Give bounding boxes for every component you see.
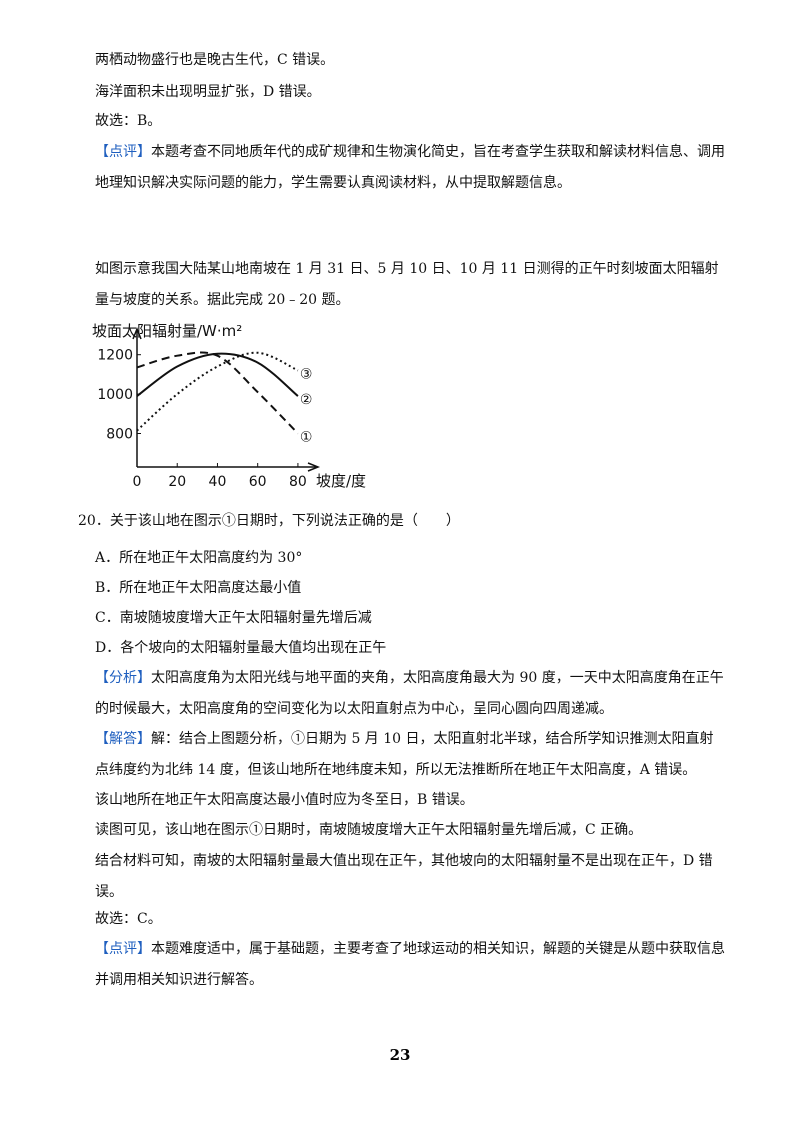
page-number: 23: [389, 1046, 411, 1064]
series-line: [136, 351, 299, 435]
tag: 【解答】: [95, 731, 151, 747]
x-tick-label: 80: [289, 474, 307, 490]
arrow: [132, 326, 142, 340]
text: C．南坡随坡度增大正午太阳辐射量先增后减: [95, 610, 372, 626]
text: D．各个坡向的太阳辐射量最大值均出现在正午: [95, 640, 387, 656]
paragraph: 故选：B。: [95, 106, 725, 137]
x-axis-label: 坡度/度: [316, 472, 366, 490]
paragraph: 故选：C。: [95, 904, 725, 935]
y-tick-label: 800: [106, 427, 133, 443]
paragraph: 【分析】太阳高度角为太阳光线与地平面的夹角，太阳高度角最大为 90 度，一天中太…: [95, 663, 725, 725]
paragraph: 该山地所在地正午太阳高度达最小值时应为冬至日，B 错误。: [95, 785, 725, 816]
series-line: [136, 352, 299, 397]
series-label: ①: [300, 430, 313, 446]
arrow: [307, 462, 321, 472]
y-tick-label: 1200: [97, 348, 133, 364]
paragraph: B．所在地正午太阳高度达最小值: [95, 573, 725, 604]
x-tick-label: 20: [168, 474, 186, 490]
text: 如图示意我国大陆某山地南坡在 1 月 31 日、5 月 10 日、10 月 11…: [95, 261, 719, 308]
text: 20．关于该山地在图示①日期时，下列说法正确的是（ ）: [78, 513, 460, 529]
tag: 【点评】: [95, 144, 151, 160]
text: 两栖动物盛行也是晚古生代，C 错误。: [95, 52, 335, 68]
y-axis-label: 坡面太阳辐射量/W·m²: [92, 322, 242, 340]
series-line: [136, 351, 299, 432]
series-label: ②: [300, 392, 313, 408]
paragraph: 海洋面积未出现明显扩张，D 错误。: [95, 77, 725, 108]
paragraph: C．南坡随坡度增大正午太阳辐射量先增后减: [95, 603, 725, 634]
series-label: ③: [300, 366, 313, 382]
x-tick-label: 60: [249, 474, 267, 490]
text: 海洋面积未出现明显扩张，D 错误。: [95, 84, 321, 100]
text: 读图可见，该山地在图示①日期时，南坡随坡度增大正午太阳辐射量先增后减，C 正确。: [95, 822, 643, 838]
text: 该山地所在地正午太阳高度达最小值时应为冬至日，B 错误。: [95, 792, 474, 808]
paragraph: A．所在地正午太阳高度约为 30°: [95, 543, 725, 574]
paragraph: 两栖动物盛行也是晚古生代，C 错误。: [95, 45, 725, 76]
tag: 【分析】: [95, 670, 151, 686]
x-tick-label: 0: [133, 474, 142, 490]
paragraph: 如图示意我国大陆某山地南坡在 1 月 31 日、5 月 10 日、10 月 11…: [95, 254, 725, 316]
text: 故选：C。: [95, 911, 162, 927]
y-tick-label: 1000: [97, 387, 133, 403]
paragraph: 结合材料可知，南坡的太阳辐射量最大值出现在正午，其他坡向的太阳辐射量不是出现在正…: [95, 846, 725, 908]
paragraph: 【点评】本题难度适中，属于基础题，主要考查了地球运动的相关知识，解题的关键是从题…: [95, 934, 725, 996]
text: 解：结合上图题分析，①日期为 5 月 10 日，太阳直射北半球，结合所学知识推测…: [95, 731, 714, 778]
paragraph: D．各个坡向的太阳辐射量最大值均出现在正午: [95, 633, 725, 664]
tag: 【点评】: [95, 941, 151, 957]
paragraph: 20．关于该山地在图示①日期时，下列说法正确的是（ ）: [78, 506, 708, 537]
text: 结合材料可知，南坡的太阳辐射量最大值出现在正午，其他坡向的太阳辐射量不是出现在正…: [95, 853, 713, 900]
text: A．所在地正午太阳高度约为 30°: [95, 550, 303, 566]
x-tick-label: 40: [209, 474, 227, 490]
paragraph: 【解答】解：结合上图题分析，①日期为 5 月 10 日，太阳直射北半球，结合所学…: [95, 724, 725, 786]
text: B．所在地正午太阳高度达最小值: [95, 580, 302, 596]
paragraph: 【点评】本题考查不同地质年代的成矿规律和生物演化简史，旨在考查学生获取和解读材料…: [95, 137, 725, 199]
paragraph: 读图可见，该山地在图示①日期时，南坡随坡度增大正午太阳辐射量先增后减，C 正确。: [95, 815, 725, 846]
text: 本题难度适中，属于基础题，主要考查了地球运动的相关知识，解题的关键是从题中获取信…: [95, 941, 725, 988]
text: 本题考查不同地质年代的成矿规律和生物演化简史，旨在考查学生获取和解读材料信息、调…: [95, 144, 725, 191]
chart: 800 1000 1200 0 20 40 60 80 坡面太阳辐射量/W·m² 坡度/度 ① ② ③: [92, 322, 366, 490]
text: 太阳高度角为太阳光线与地平面的夹角，太阳高度角最大为 90 度，一天中太阳高度角…: [95, 670, 724, 717]
text: 故选：B。: [95, 113, 162, 129]
